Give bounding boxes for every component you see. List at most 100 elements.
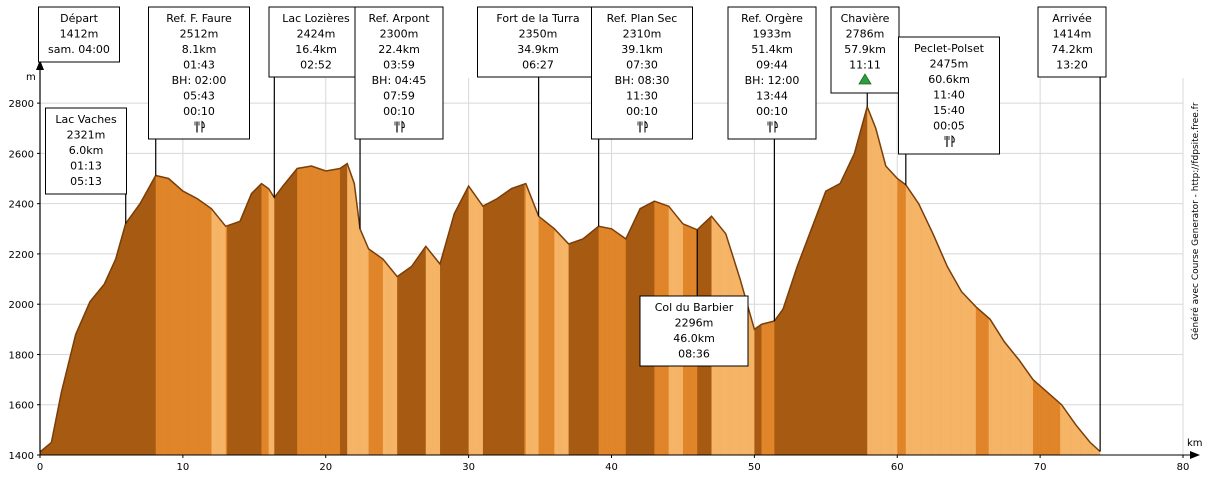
slope-stripe (348, 106, 351, 455)
slope-stripe (652, 106, 655, 455)
slope-stripe (818, 106, 821, 455)
slope-stripe (284, 106, 287, 455)
slope-stripe (262, 106, 265, 455)
slope-stripe (925, 106, 928, 455)
slope-stripe (562, 106, 565, 455)
waypoint-detail: 2321m (67, 129, 106, 142)
slope-stripe (512, 106, 515, 455)
slope-stripe (111, 106, 114, 455)
slope-stripe (604, 106, 607, 455)
slope-stripe (915, 106, 918, 455)
slope-stripe (377, 106, 379, 455)
slope-stripe (888, 106, 891, 455)
slope-stripe (588, 106, 591, 455)
slope-stripe (174, 106, 177, 455)
slope-stripe (381, 106, 384, 455)
slope-stripe (432, 106, 435, 455)
slope-stripe (707, 106, 709, 455)
x-tick-label: 70 (1034, 462, 1047, 473)
waypoint-detail: 09:44 (756, 59, 788, 72)
slope-stripe (868, 106, 871, 455)
slope-stripe (194, 106, 197, 455)
slope-stripe (484, 106, 487, 455)
slope-stripe (247, 106, 249, 455)
slope-stripe (690, 106, 692, 455)
slope-stripe (307, 106, 309, 455)
waypoint-detail: 11:30 (626, 90, 658, 103)
waypoint-detail: 08:36 (678, 348, 710, 361)
slope-stripe (524, 106, 527, 455)
slope-stripe (375, 106, 378, 455)
waypoint-detail: 01:43 (183, 59, 215, 72)
slope-stripe (537, 106, 539, 455)
slope-stripe (168, 106, 171, 455)
slope-stripe (917, 106, 919, 455)
slope-stripe (474, 106, 477, 455)
slope-stripe (685, 106, 688, 455)
slope-stripe (370, 106, 372, 455)
waypoint-box-frame (477, 6, 599, 78)
slope-stripe (937, 106, 939, 455)
slope-stripe (222, 106, 225, 455)
slope-stripe (130, 106, 132, 455)
slope-stripe (641, 106, 644, 455)
waypoint-detail: 51.4km (751, 43, 793, 56)
slope-stripe (221, 106, 224, 455)
slope-stripe (932, 106, 935, 455)
slope-stripe (814, 106, 817, 455)
slope-stripe (201, 106, 204, 455)
slope-stripe (187, 106, 189, 455)
waypoint-detail: 13:20 (1056, 59, 1088, 72)
slope-stripe (534, 106, 537, 455)
waypoint-label-box: Col du Barbier 2296m 46.0km 08:36 (639, 295, 749, 367)
slope-stripe (462, 106, 465, 455)
slope-stripe (380, 106, 382, 455)
slope-stripe (114, 106, 117, 455)
waypoint-detail: 74.2km (1051, 43, 1093, 56)
slope-stripe (282, 106, 285, 455)
slope-stripe (837, 106, 839, 455)
x-tick-label: 80 (1177, 462, 1190, 473)
slope-stripe (157, 106, 159, 455)
slope-stripe (228, 106, 231, 455)
slope-stripe (140, 106, 142, 455)
slope-stripe (331, 106, 334, 455)
waypoint-box-frame (148, 6, 250, 140)
slope-stripe (321, 106, 324, 455)
slope-stripe (720, 106, 722, 455)
slope-stripe (552, 106, 555, 455)
slope-stripe (850, 106, 852, 455)
slope-stripe (884, 106, 887, 455)
slope-stripe (660, 106, 662, 455)
slope-stripe (875, 106, 878, 455)
waypoint-name: Fort de la Turra (496, 12, 579, 25)
slope-stripe (444, 106, 447, 455)
slope-stripe (1084, 106, 1087, 455)
slope-stripe (181, 106, 184, 455)
slope-stripe (374, 106, 377, 455)
slope-stripe (200, 106, 202, 455)
y-tick-label: 1600 (9, 401, 34, 412)
slope-stripe (905, 106, 908, 455)
slope-stripe (395, 106, 398, 455)
slope-stripe (361, 106, 364, 455)
slope-stripe (880, 106, 882, 455)
slope-stripe (288, 106, 291, 455)
slope-stripe (688, 106, 691, 455)
slope-stripe (302, 106, 305, 455)
slope-stripe (441, 106, 444, 455)
slope-stripe (488, 106, 491, 455)
slope-stripe (614, 106, 617, 455)
slope-stripe (1094, 106, 1097, 455)
slope-stripe (155, 106, 158, 455)
waypoint-name: Chavière (841, 12, 890, 25)
slope-stripe (508, 106, 511, 455)
slope-stripe (408, 106, 411, 455)
slope-stripe (241, 106, 244, 455)
waypoint-box-frame (1037, 6, 1107, 78)
slope-stripe (825, 106, 828, 455)
slope-stripe (854, 106, 857, 455)
summit-icon (858, 73, 872, 85)
slope-stripe (440, 106, 442, 455)
slope-stripe (197, 106, 199, 455)
